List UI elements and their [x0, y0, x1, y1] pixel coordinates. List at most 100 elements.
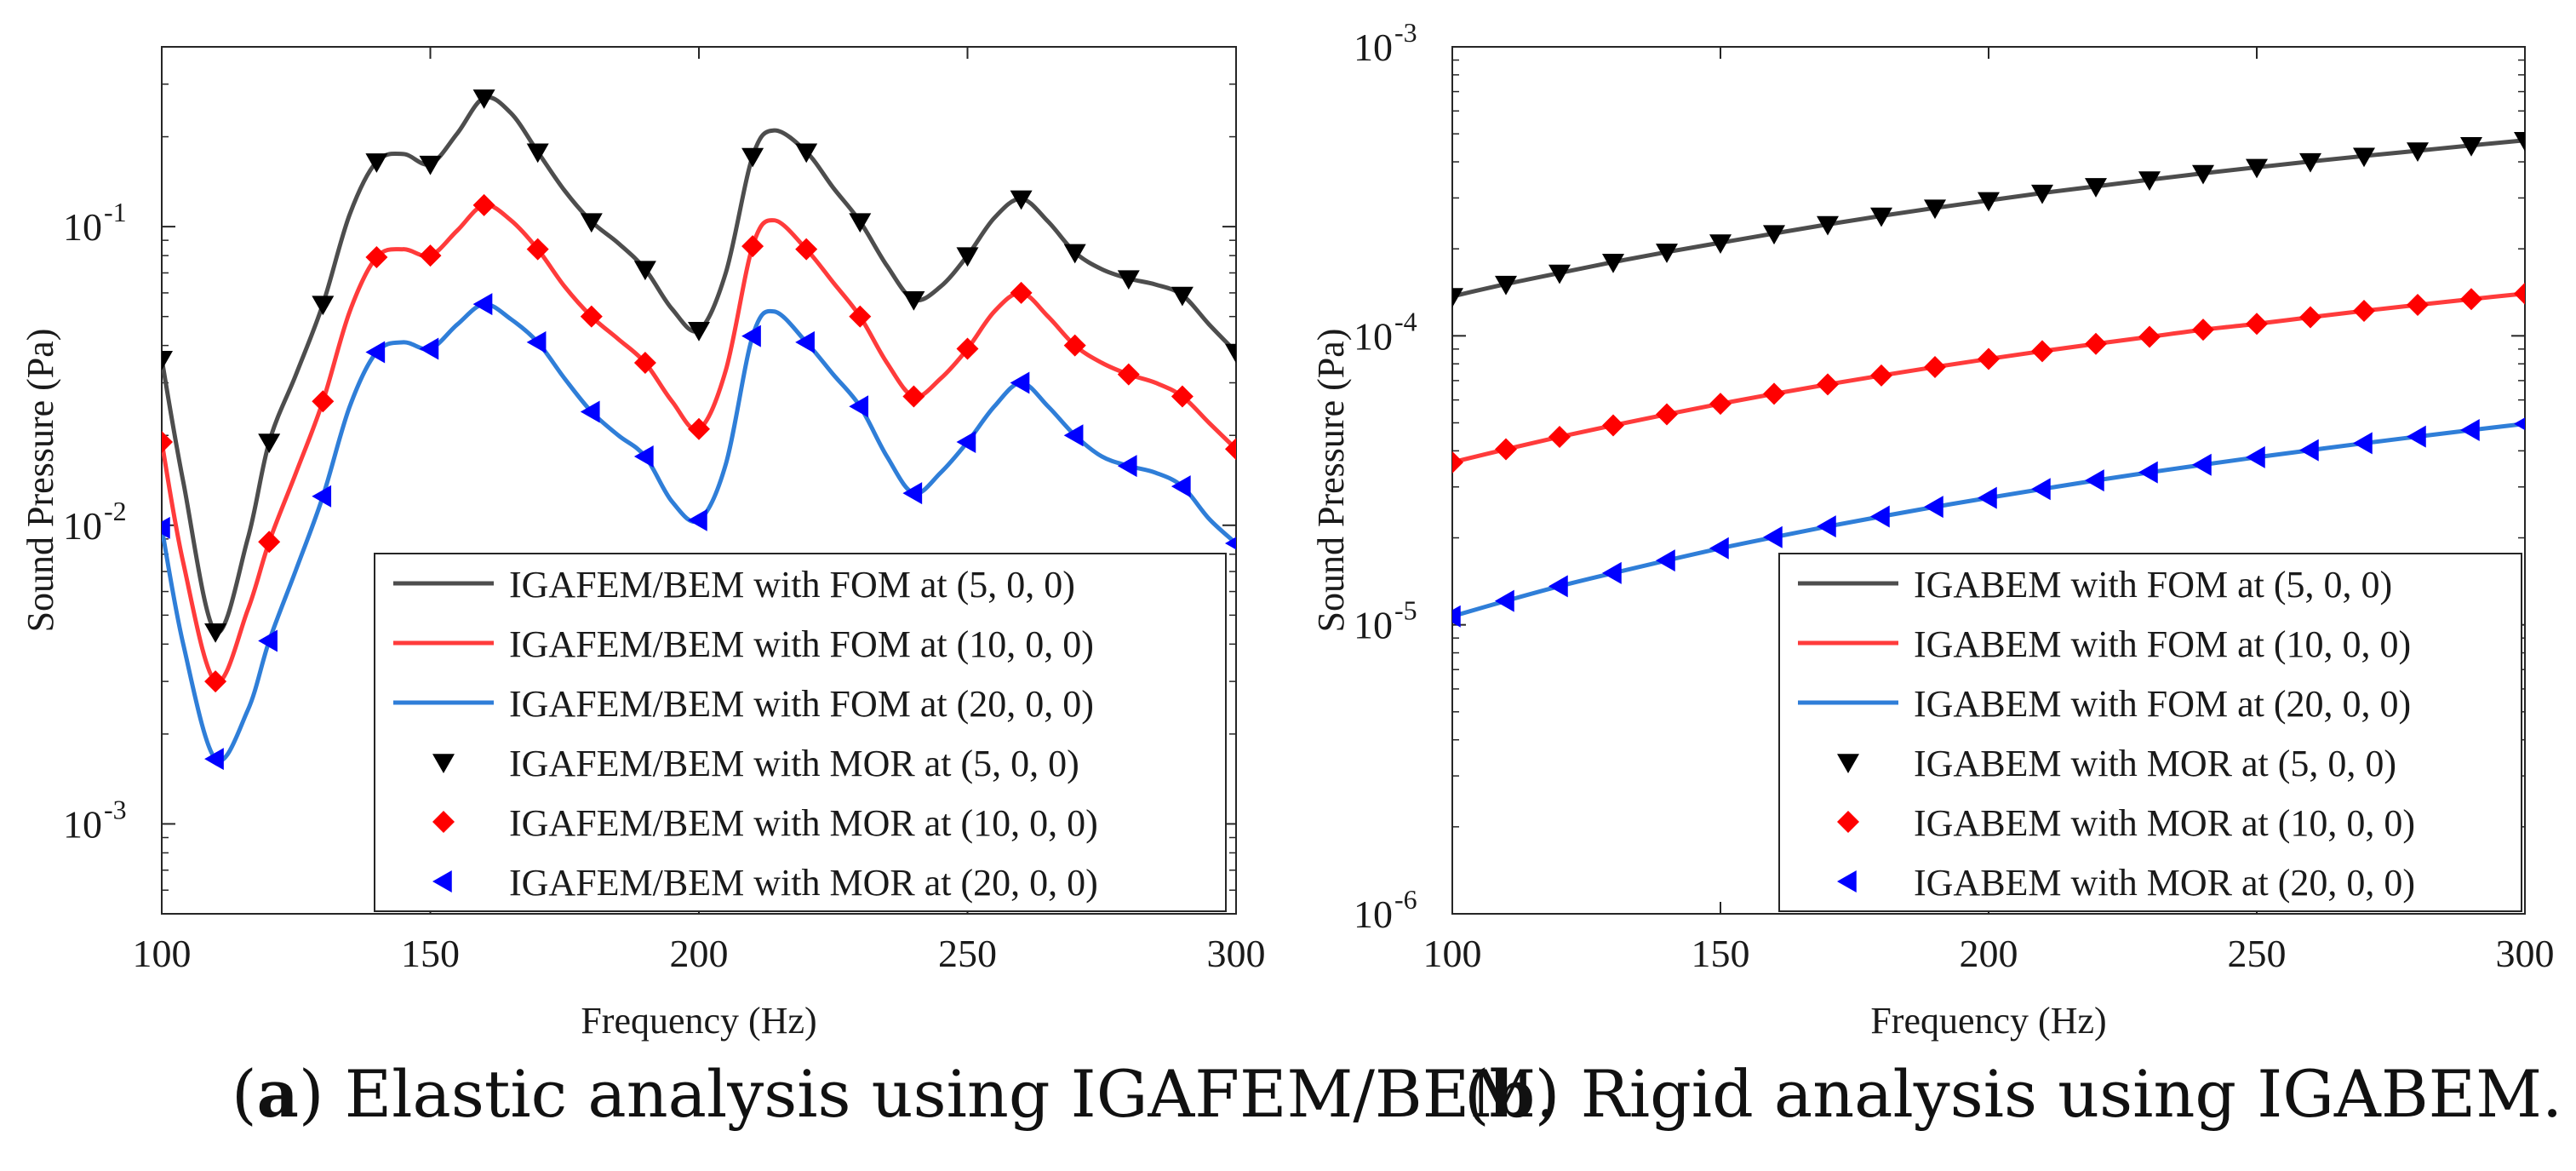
data-point [1548, 264, 1571, 284]
caption-b-text: Rigid analysis using IGABEM. [1580, 1056, 2563, 1132]
data-point [2299, 152, 2321, 173]
y-tick-exponent: -6 [1394, 884, 1417, 915]
legend-label: IGABEM with MOR at (20, 0, 0) [1914, 862, 2415, 904]
data-point [1817, 373, 1839, 396]
data-point [312, 390, 335, 413]
data-point [741, 235, 764, 258]
data-point [2460, 288, 2482, 311]
x-tick-label: 200 [1960, 932, 2018, 975]
caption-a-label: a [256, 1056, 299, 1132]
data-point [1870, 207, 1892, 227]
data-point [1656, 403, 1678, 426]
data-point [365, 246, 388, 269]
data-point [2138, 461, 2158, 484]
caption-a-text: Elastic analysis using IGAFEM/BEM. [344, 1056, 1557, 1132]
data-point [2514, 131, 2525, 152]
series-line [162, 95, 1236, 635]
legend-label: IGAFEM/BEM with MOR at (20, 0, 0) [509, 862, 1098, 904]
caption-b: (b) Rigid analysis using IGABEM. [1464, 1056, 2563, 1132]
legend: IGABEM with FOM at (5, 0, 0) IGABEM with … [1778, 553, 2522, 912]
data-point [1709, 234, 1732, 254]
y-tick-exponent: -5 [1394, 595, 1417, 626]
data-point [741, 147, 764, 168]
data-point [2407, 293, 2429, 316]
data-point [1924, 496, 1943, 519]
data-point [162, 516, 170, 539]
data-point [1225, 343, 1236, 364]
legend-label: IGAFEM/BEM with MOR at (5, 0, 0) [509, 743, 1079, 784]
data-point [419, 155, 442, 175]
data-point [1978, 192, 2000, 212]
data-point [633, 261, 656, 281]
x-tick-label: 300 [2496, 932, 2555, 975]
data-point [1709, 537, 1729, 560]
data-point [633, 445, 654, 468]
data-point [2353, 300, 2375, 323]
data-point [526, 143, 549, 164]
data-point [1763, 382, 1785, 405]
y-tick-exponent: -2 [104, 496, 127, 526]
data-point [2246, 313, 2268, 336]
data-point [2031, 340, 2053, 363]
legend-label: IGAFEM/BEM with FOM at (5, 0, 0) [509, 564, 1075, 606]
y-tick-label: 10 [1354, 26, 1393, 69]
data-point [1171, 475, 1191, 498]
plot-area [1452, 131, 2525, 628]
data-point [1709, 393, 1732, 416]
data-point [1817, 515, 1836, 538]
legend-label: IGAFEM/BEM with FOM at (10, 0, 0) [509, 623, 1094, 665]
data-point [795, 330, 815, 353]
y-tick-label: 10 [63, 205, 102, 249]
data-point [902, 385, 925, 408]
x-axis-label: Frequency (Hz) [1870, 1000, 2106, 1042]
data-point [419, 337, 439, 360]
y-tick-exponent: -1 [104, 197, 127, 227]
data-point [1117, 363, 1140, 386]
data-point [2192, 453, 2212, 476]
data-point [1870, 505, 1890, 528]
data-point [1225, 537, 1236, 550]
data-point [2353, 432, 2373, 455]
data-point [1117, 270, 1140, 290]
data-point [1924, 199, 1946, 220]
data-point [2192, 164, 2214, 185]
x-tick-label: 100 [1423, 932, 1482, 975]
data-point [2246, 158, 2268, 179]
data-point [526, 238, 549, 261]
legend-label: IGAFEM/BEM with MOR at (10, 0, 0) [509, 802, 1098, 844]
data-point [795, 143, 818, 164]
data-point [365, 341, 386, 364]
data-point [2299, 439, 2319, 462]
data-point [1495, 275, 1517, 296]
data-point [472, 293, 493, 316]
legend-label: IGABEM with FOM at (5, 0, 0) [1914, 564, 2392, 606]
data-point [162, 350, 173, 370]
data-point [258, 531, 281, 554]
data-point [2031, 184, 2053, 204]
y-tick-label: 10 [1354, 604, 1393, 647]
data-point [902, 290, 925, 311]
data-point [1010, 281, 1033, 304]
data-point [1225, 438, 1236, 461]
legend-swatch-marker [1837, 754, 1859, 773]
data-point [1010, 190, 1033, 210]
legend: IGAFEM/BEM with FOM at (5, 0, 0) IGAFEM/B… [374, 553, 1227, 912]
data-point [472, 193, 495, 216]
y-tick-exponent: -3 [104, 794, 127, 824]
data-point [526, 330, 547, 353]
data-point [1817, 215, 1839, 236]
data-point [2085, 469, 2104, 492]
data-point [2246, 445, 2265, 468]
caption-a: (a) Elastic analysis using IGAFEM/BEM. [232, 1056, 1557, 1132]
data-point [633, 351, 656, 374]
legend-swatch-marker [432, 811, 455, 833]
legend-box [374, 553, 1227, 912]
y-tick-label: 10 [63, 504, 102, 548]
data-point [1117, 455, 1137, 478]
data-point [580, 400, 600, 423]
data-point [1602, 414, 1624, 437]
data-point [688, 508, 707, 531]
legend-label: IGABEM with MOR at (5, 0, 0) [1914, 743, 2396, 784]
